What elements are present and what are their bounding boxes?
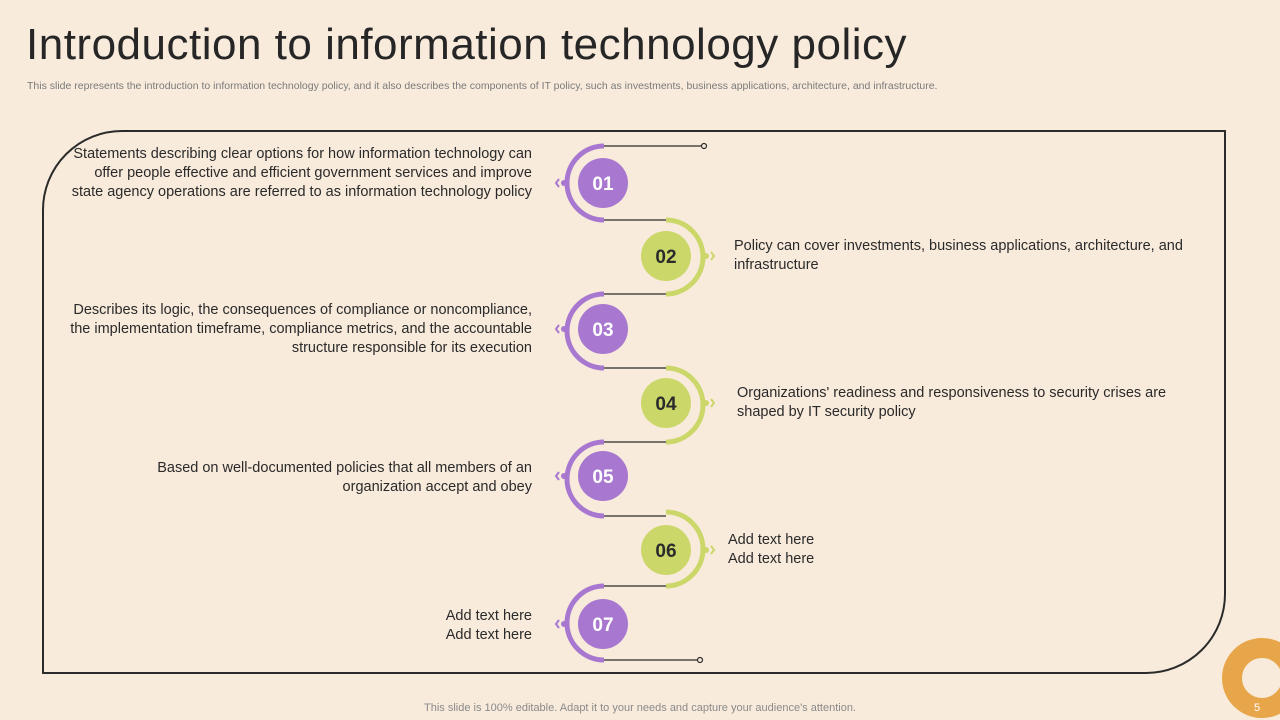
step-number-01: 01 <box>592 174 614 195</box>
top-connector-dot <box>700 142 708 150</box>
step-number-02: 02 <box>655 247 676 268</box>
step-text-04: Organizations' readiness and responsiven… <box>737 385 1167 420</box>
step-text-07: Add text here Add text here <box>445 608 532 643</box>
step-marker-01: 01 <box>554 143 666 223</box>
page-number: 5 <box>1254 702 1261 714</box>
step-text-01: Statements describing clear options for … <box>71 146 532 200</box>
step-text-03: Describes its logic, the consequences of… <box>70 302 532 356</box>
content-frame <box>42 130 1226 674</box>
step-marker-03: 03 <box>554 291 666 371</box>
step-text-02: Policy can cover investments, business a… <box>734 238 1183 273</box>
footer-note: This slide is 100% editable. Adapt it to… <box>424 702 856 714</box>
step-number-03: 03 <box>592 320 613 341</box>
step-number-06: 06 <box>655 541 676 562</box>
step-number-05: 05 <box>592 467 614 488</box>
step-marker-04: 04 <box>604 365 716 445</box>
page-subtitle: This slide represents the introduction t… <box>27 80 938 92</box>
page-title: Introduction to information technology p… <box>26 20 907 69</box>
step-number-04: 04 <box>655 394 677 415</box>
step-marker-05: 05 <box>554 439 666 519</box>
step-marker-02: 02 <box>604 217 716 297</box>
bottom-connector-dot <box>696 656 704 664</box>
decorative-ring-icon <box>1222 638 1280 718</box>
step-marker-07: 07 <box>554 583 628 663</box>
step-text-06: Add text here Add text here <box>728 532 815 567</box>
step-text-05: Based on well-documented policies that a… <box>157 460 532 495</box>
step-number-07: 07 <box>592 615 613 636</box>
step-marker-06: 06 <box>604 509 716 589</box>
